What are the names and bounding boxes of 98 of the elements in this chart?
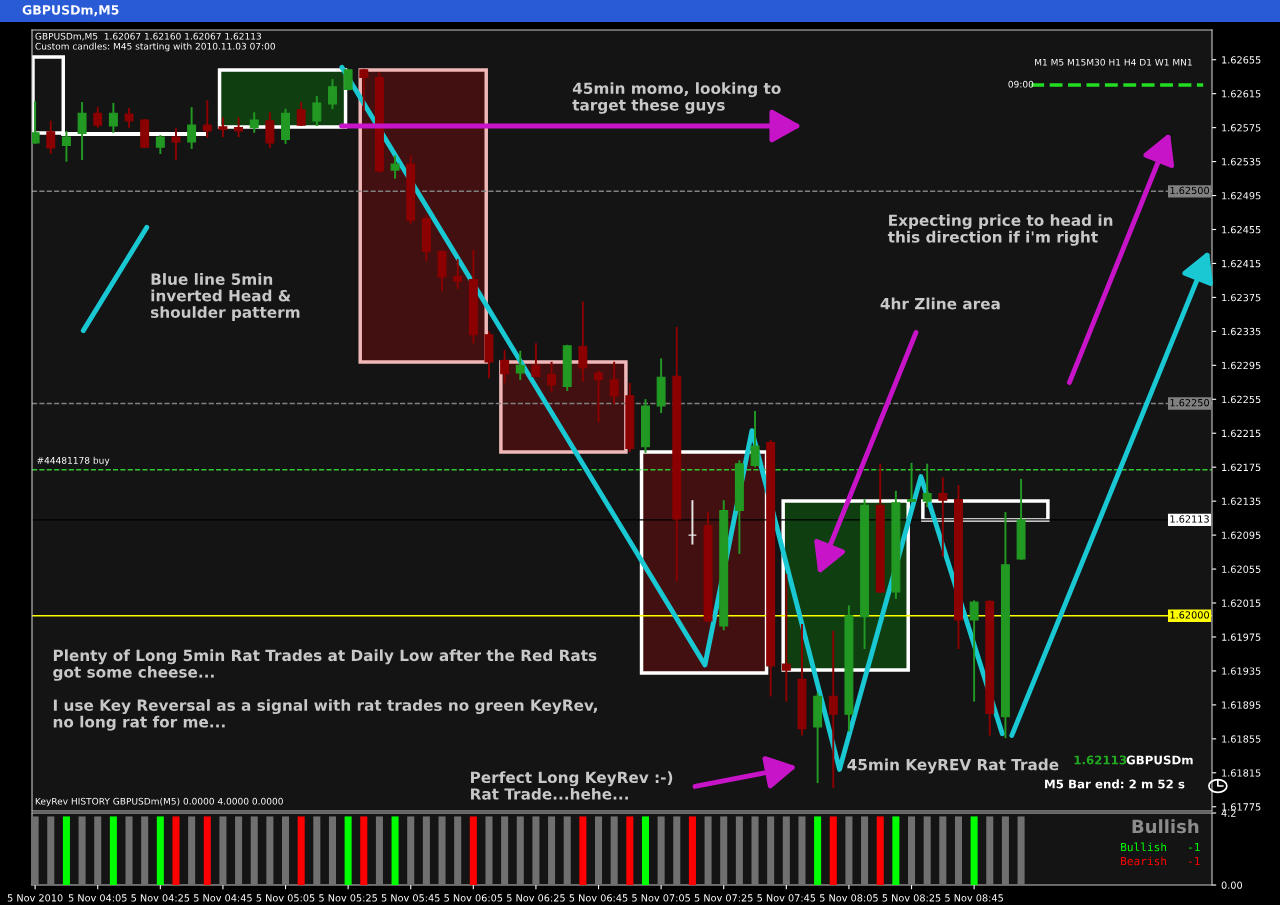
candlestick <box>515 350 525 380</box>
y-tick-label: 1.62255 <box>1222 395 1261 404</box>
candlestick <box>312 96 322 127</box>
candlestick <box>750 411 760 468</box>
y-tick-label: 1.62295 <box>1222 361 1261 370</box>
candlestick <box>500 349 510 384</box>
candlestick <box>108 102 118 133</box>
annotation: M5 Bar end: 2 m 52 s <box>1045 779 1185 789</box>
y-tick-label: 1.62455 <box>1222 225 1261 234</box>
x-tick-label: 5 Nov 07:25 <box>694 894 753 902</box>
annotation: 1.62113 <box>1074 755 1127 765</box>
annotation: Custom candles: M45 starting with 2010.11.03 07:00 <box>35 42 276 52</box>
candlestick <box>218 117 228 138</box>
y-tick-label: 1.62535 <box>1222 158 1261 166</box>
candlestick <box>171 128 181 160</box>
candlestick <box>202 100 212 138</box>
candlestick <box>187 107 197 149</box>
annotation: GBPUSDm <box>1126 755 1193 765</box>
annotation: Perfect Long KeyRev :-) Rat Trade...hehe... <box>471 771 673 800</box>
annotation: KeyRev HISTORY GBPUSDm(M5) 0.0000 4.0000 0.0000 <box>35 797 283 807</box>
x-tick-label: 5 Nov 04:45 <box>194 894 252 902</box>
annotation: 45min KeyREV Rat Trade <box>847 758 1059 774</box>
y-tick-label: 1.62175 <box>1222 463 1261 472</box>
y-tick-label: 1.62055 <box>1222 565 1261 573</box>
candlestick <box>249 112 259 133</box>
candlestick <box>922 463 932 508</box>
y-tick-label: 1.61935 <box>1222 667 1261 675</box>
candlestick <box>453 259 463 290</box>
candlestick <box>296 102 306 127</box>
annotation: Bullish <box>1132 819 1199 834</box>
candlestick <box>32 101 40 144</box>
annotation: 45min momo, looking to target these guys <box>572 82 781 114</box>
y-tick-label: 1.62495 <box>1222 192 1261 200</box>
y-tick-label: 0.00 <box>1221 881 1243 889</box>
annotation: Plenty of Long 5min Rat Trades at Daily Low after the Red Rats got some cheese... I use Key Reversal as a signal with rat trades no green KeyRev, no long rat for me... <box>53 649 597 731</box>
candlestick <box>547 361 557 392</box>
candlestick <box>328 79 337 110</box>
x-tick-label: 5 Nov 08:25 <box>882 894 941 902</box>
candlestick <box>907 462 916 503</box>
annotation: M1 M5 M15M30 H1 H4 D1 W1 MN1 <box>1035 58 1192 66</box>
candlestick <box>578 301 588 382</box>
candlestick <box>781 574 791 702</box>
x-tick-label: 5 Nov 07:45 <box>757 894 816 902</box>
y-tick-label: 1.61895 <box>1222 701 1261 709</box>
candlestick <box>61 130 71 162</box>
y-tick-label: 1.62335 <box>1222 327 1261 336</box>
x-tick-label: 5 Nov 05:05 <box>256 894 315 902</box>
y-tick-label: 1.61975 <box>1222 633 1261 641</box>
ref-line-label: 1.62500 <box>1170 186 1209 195</box>
x-tick-label: 5 Nov 04:05 <box>68 894 127 902</box>
y-tick-label: 1.62375 <box>1222 293 1261 302</box>
y-tick-label: 1.61855 <box>1222 735 1261 743</box>
chart-title: GBPUSDm,M5 <box>22 5 119 17</box>
x-tick-label: 5 Nov 08:05 <box>819 894 878 902</box>
annotation: GBPUSDm,M5 1.62067 1.62160 1.62067 1.62113 <box>35 32 261 41</box>
annotation: Blue line 5min inverted Head & shoulder patterm <box>150 273 300 321</box>
candlestick <box>938 477 948 557</box>
candlestick <box>343 68 353 91</box>
y-tick-label: 1.62655 <box>1222 56 1261 64</box>
candlestick <box>265 112 275 149</box>
y-tick-label: 1.62575 <box>1222 124 1261 132</box>
candlestick <box>609 361 619 405</box>
candlestick <box>93 107 103 128</box>
x-tick-label: 5 Nov 08:45 <box>945 894 1003 902</box>
candlestick <box>594 370 603 423</box>
candlestick <box>46 120 56 155</box>
x-tick-label: 5 Nov 07:05 <box>632 894 690 902</box>
y-tick-label: 1.62215 <box>1222 429 1261 438</box>
candlestick <box>359 68 369 111</box>
y-tick-label: 1.62415 <box>1222 259 1261 268</box>
y-tick-label: 1.62015 <box>1222 599 1261 607</box>
ref-line-label: 1.62113 <box>1170 515 1209 523</box>
candlestick <box>828 630 838 789</box>
ref-line-label: 1.62250 <box>1170 398 1209 407</box>
annotation: Bearish -1 <box>1121 856 1200 866</box>
y-tick-label: 1.61775 <box>1222 803 1261 811</box>
x-tick-label: 5 Nov 06:05 <box>444 894 503 902</box>
candlestick <box>77 102 87 160</box>
annotation: Expecting price to head in this direction if i'm right <box>887 214 1113 246</box>
x-tick-label: 5 Nov 06:25 <box>507 894 565 902</box>
candlestick <box>969 600 979 702</box>
x-tick-label: 5 Nov 04:25 <box>131 894 190 902</box>
annotation: #44481178 buy <box>37 456 110 466</box>
annotation: 4hr Zline area <box>880 297 1000 310</box>
annotation: Bullish -1 <box>1121 842 1200 852</box>
y-tick-label: 1.62095 <box>1222 531 1261 539</box>
annotation: 09:00 <box>1008 80 1034 88</box>
y-tick-label: 1.62615 <box>1222 90 1261 98</box>
x-tick-label: 5 Nov 05:45 <box>381 894 440 902</box>
x-tick-label: 5 Nov 05:25 <box>319 894 377 902</box>
candlestick <box>390 155 400 179</box>
x-tick-label: 5 Nov 06:45 <box>569 894 628 902</box>
y-tick-label: 1.62135 <box>1222 497 1261 505</box>
x-tick-label: 5 Nov 2010 <box>7 894 63 902</box>
ref-line-label: 1.62000 <box>1170 611 1209 619</box>
y-tick-label: 4.2 <box>1221 809 1236 817</box>
candlestick <box>531 343 541 378</box>
y-tick-label: 1.61815 <box>1222 769 1261 777</box>
